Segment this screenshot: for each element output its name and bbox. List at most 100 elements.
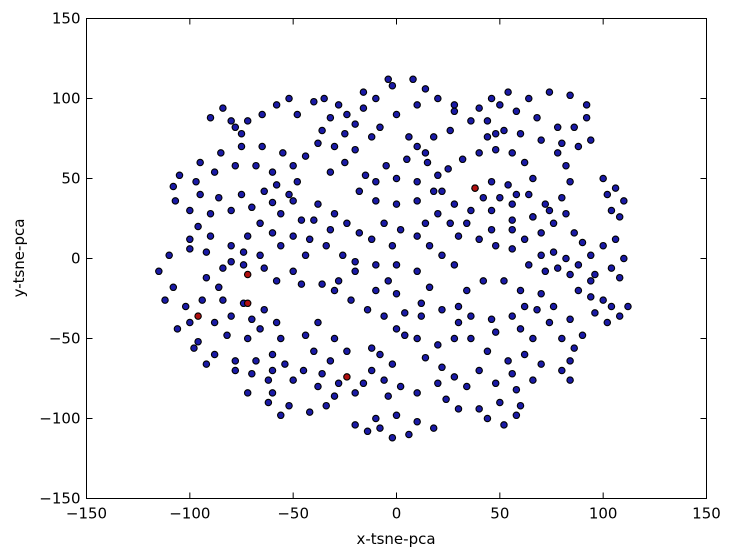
scatter-point [545, 88, 554, 96]
scatter-point [314, 200, 322, 208]
scatter-point [206, 113, 215, 122]
scatter-point [553, 123, 562, 132]
scatter-point [508, 216, 516, 224]
scatter-point [483, 347, 492, 356]
x-tick-label: 0 [392, 505, 402, 523]
scatter-point [537, 251, 545, 260]
scatter-point [487, 225, 496, 234]
scatter-point [186, 235, 194, 244]
scatter-point [438, 187, 446, 196]
scatter-point [475, 405, 483, 413]
scatter-point [582, 101, 591, 109]
scatter-point [434, 171, 442, 180]
scatter-point [537, 360, 545, 368]
scatter-point [206, 232, 215, 240]
scatter-point [570, 344, 578, 352]
scatter-point [194, 337, 202, 346]
scatter-point [330, 209, 339, 218]
scatter-point [475, 366, 483, 375]
scatter-point [318, 126, 326, 135]
scatter-point [545, 318, 554, 327]
scatter-point [413, 142, 421, 151]
y-axis-label: y-tsne-pca [10, 219, 28, 298]
scatter-point [363, 305, 372, 314]
scatter-point [367, 344, 376, 352]
scatter-point [268, 229, 277, 237]
scatter-point [301, 331, 310, 340]
scatter-point [355, 229, 364, 237]
scatter-point [471, 184, 479, 192]
scatter-point [558, 366, 566, 375]
scatter-point [227, 206, 235, 215]
scatter-point [587, 277, 595, 285]
scatter-point [380, 219, 388, 228]
scatter-point [359, 104, 368, 112]
scatter-point [496, 101, 504, 109]
scatter-point [305, 408, 314, 416]
scatter-point [537, 229, 545, 237]
scatter-point [587, 251, 595, 260]
scatter-point [285, 401, 293, 410]
scatter-point [454, 302, 463, 311]
scatter-point [330, 392, 339, 400]
scatter-point [196, 158, 204, 167]
scatter-point [318, 280, 326, 288]
scatter-point [483, 133, 492, 141]
scatter-point [277, 411, 285, 420]
scatter-point [351, 257, 359, 266]
scatter-point [272, 277, 281, 285]
scatter-point [347, 296, 355, 304]
scatter-point [607, 302, 616, 311]
scatter-point [587, 293, 595, 301]
scatter-point [413, 177, 421, 186]
scatter-point [301, 251, 310, 260]
scatter-point [491, 145, 500, 154]
scatter-point [603, 190, 612, 199]
scatter-point [500, 421, 508, 429]
scatter-point [382, 161, 390, 170]
scatter-point [591, 270, 599, 279]
scatter-point [615, 273, 624, 282]
scatter-point [413, 232, 421, 240]
scatter-point [299, 366, 308, 375]
y-tick-label: −50 [49, 330, 81, 348]
scatter-point [413, 389, 421, 397]
scatter-point [343, 110, 351, 119]
scatter-point [529, 174, 537, 183]
scatter-point [169, 182, 178, 191]
scatter-point [310, 347, 318, 356]
scatter-point [425, 241, 434, 250]
scatter-point [438, 363, 446, 372]
points-layer [155, 75, 632, 442]
scatter-point [516, 129, 525, 138]
scatter-point [425, 283, 434, 292]
scatter-point [508, 225, 516, 234]
scatter-point [558, 334, 566, 343]
scatter-point [463, 382, 471, 391]
scatter-point [318, 369, 326, 378]
scatter-point [351, 120, 359, 128]
scatter-point [566, 357, 574, 365]
scatter-point [504, 357, 512, 365]
scatter-point [392, 174, 401, 183]
scatter-point [359, 379, 368, 388]
scatter-point [429, 133, 438, 141]
scatter-point [525, 190, 533, 199]
scatter-point [553, 149, 562, 157]
scatter-point [388, 360, 397, 368]
scatter-point [545, 206, 554, 215]
scatter-point [475, 149, 483, 157]
scatter-point [384, 75, 392, 84]
scatter-point [268, 366, 277, 375]
scatter-point [541, 200, 550, 208]
scatter-point [227, 312, 235, 320]
y-tick-label: −100 [39, 410, 80, 428]
scatter-point [405, 133, 413, 141]
scatter-point [429, 424, 438, 432]
scatter-point [219, 104, 227, 112]
scatter-point [438, 305, 446, 314]
scatter-point [450, 261, 459, 269]
scatter-point [421, 85, 430, 93]
scatter-point [533, 305, 541, 314]
scatter-point [491, 328, 500, 336]
